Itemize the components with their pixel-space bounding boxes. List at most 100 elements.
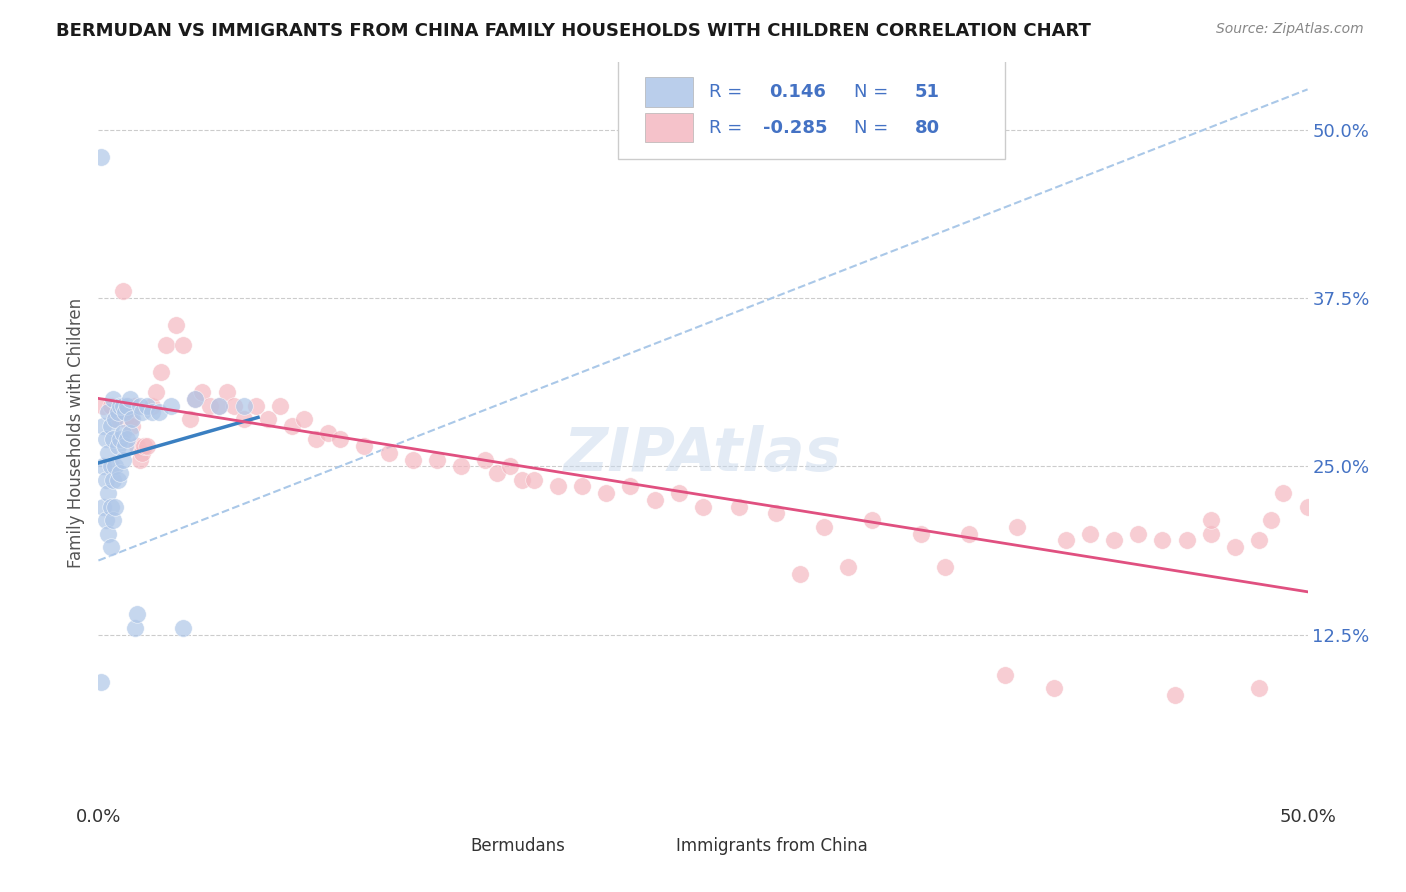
Point bbox=[292, 412, 315, 426]
Point bbox=[450, 459, 472, 474]
Point bbox=[141, 405, 163, 419]
Point bbox=[184, 392, 207, 406]
Point bbox=[100, 500, 122, 514]
Point bbox=[232, 412, 254, 426]
Text: N =: N = bbox=[855, 119, 889, 136]
Point bbox=[97, 446, 120, 460]
Point bbox=[305, 433, 328, 447]
Point bbox=[547, 479, 569, 493]
Point bbox=[595, 486, 617, 500]
Point bbox=[124, 399, 146, 413]
Point bbox=[165, 318, 187, 332]
Bar bbox=[637, 835, 666, 858]
Point bbox=[208, 399, 231, 413]
Text: BERMUDAN VS IMMIGRANTS FROM CHINA FAMILY HOUSEHOLDS WITH CHILDREN CORRELATION CH: BERMUDAN VS IMMIGRANTS FROM CHINA FAMILY… bbox=[56, 22, 1091, 40]
Point bbox=[101, 513, 124, 527]
Point bbox=[94, 513, 117, 527]
Text: 51: 51 bbox=[915, 83, 939, 101]
Point bbox=[108, 399, 131, 413]
Text: R =: R = bbox=[709, 83, 742, 101]
Point bbox=[402, 452, 425, 467]
Point bbox=[1078, 526, 1101, 541]
Point bbox=[837, 560, 859, 574]
Text: R =: R = bbox=[709, 119, 742, 136]
Point bbox=[155, 338, 177, 352]
Point bbox=[104, 412, 127, 426]
Point bbox=[1249, 533, 1271, 548]
Point bbox=[100, 399, 122, 413]
Point bbox=[135, 439, 157, 453]
Point bbox=[353, 439, 375, 453]
Point bbox=[486, 466, 509, 480]
Point bbox=[269, 399, 291, 413]
Point bbox=[131, 405, 153, 419]
Point bbox=[97, 486, 120, 500]
Point bbox=[90, 150, 112, 164]
Point bbox=[148, 405, 170, 419]
Point bbox=[510, 473, 533, 487]
Text: 80: 80 bbox=[915, 119, 939, 136]
Point bbox=[813, 520, 835, 534]
Point bbox=[245, 399, 267, 413]
Point bbox=[101, 473, 124, 487]
Point bbox=[108, 433, 131, 447]
Point bbox=[1296, 500, 1319, 514]
Point bbox=[728, 500, 751, 514]
Text: ZIPAtlas: ZIPAtlas bbox=[564, 425, 842, 484]
Point bbox=[256, 412, 278, 426]
Point bbox=[668, 486, 690, 500]
Point bbox=[644, 492, 666, 507]
Point bbox=[111, 399, 134, 413]
Point bbox=[94, 433, 117, 447]
Point bbox=[860, 513, 883, 527]
Point bbox=[127, 439, 149, 453]
Point bbox=[100, 418, 122, 433]
Point bbox=[1163, 688, 1185, 702]
Point bbox=[179, 412, 201, 426]
Point bbox=[100, 540, 122, 554]
Point bbox=[1199, 513, 1222, 527]
Point bbox=[172, 338, 194, 352]
Point bbox=[208, 399, 231, 413]
Point bbox=[121, 418, 143, 433]
Point bbox=[118, 392, 141, 406]
Point bbox=[124, 621, 146, 635]
Point bbox=[281, 418, 304, 433]
Point bbox=[377, 446, 399, 460]
Text: Bermudans: Bermudans bbox=[471, 838, 565, 855]
Point bbox=[198, 399, 221, 413]
Point bbox=[128, 452, 150, 467]
Point bbox=[172, 621, 194, 635]
Bar bbox=[645, 112, 693, 143]
Point bbox=[957, 526, 980, 541]
Point bbox=[619, 479, 641, 493]
Point bbox=[789, 566, 811, 581]
Point bbox=[1249, 681, 1271, 696]
Bar bbox=[432, 835, 461, 858]
Point bbox=[1152, 533, 1174, 548]
Point bbox=[91, 500, 114, 514]
Point bbox=[1042, 681, 1064, 696]
Point bbox=[1102, 533, 1125, 548]
Point bbox=[934, 560, 956, 574]
Point bbox=[104, 500, 127, 514]
Point bbox=[1223, 540, 1246, 554]
Point bbox=[117, 399, 139, 413]
Point bbox=[90, 674, 112, 689]
Point bbox=[121, 412, 143, 426]
Point bbox=[135, 399, 157, 413]
Point bbox=[329, 433, 352, 447]
Point bbox=[145, 385, 167, 400]
Point bbox=[104, 412, 127, 426]
Point bbox=[316, 425, 339, 440]
Point bbox=[94, 473, 117, 487]
Point bbox=[1272, 486, 1295, 500]
Bar bbox=[645, 78, 693, 107]
Point bbox=[91, 459, 114, 474]
Point bbox=[101, 433, 124, 447]
Point bbox=[160, 399, 183, 413]
Text: Immigrants from China: Immigrants from China bbox=[676, 838, 868, 855]
Point bbox=[1175, 533, 1198, 548]
Point bbox=[114, 439, 136, 453]
Point bbox=[191, 385, 214, 400]
